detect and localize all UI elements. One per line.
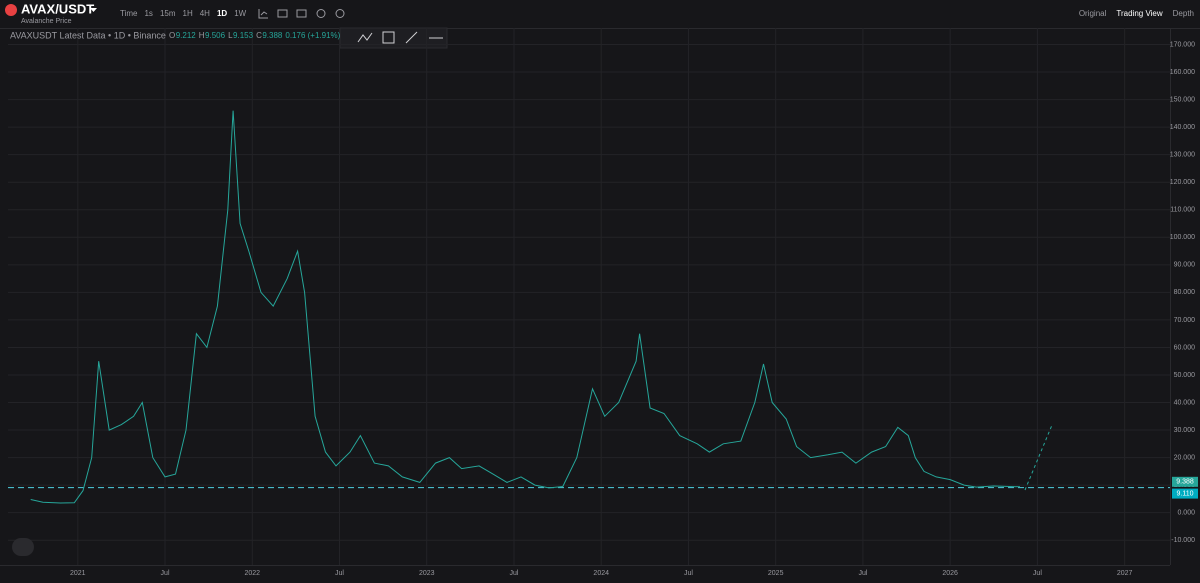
last-price-badge <box>1172 476 1198 487</box>
y-tick-label: 130.000 <box>1170 152 1195 159</box>
tv-logo[interactable] <box>12 538 34 556</box>
view-tab[interactable]: Original <box>1079 9 1107 18</box>
x-tick-label: Jul <box>858 570 867 577</box>
quote-value: 9.212 <box>176 31 197 40</box>
line-tool[interactable] <box>405 31 418 44</box>
y-tick-label: 30.000 <box>1174 427 1196 434</box>
x-tick-label: 2022 <box>244 570 260 577</box>
y-tick-label: 40.000 <box>1174 399 1196 406</box>
y-tick-label: 80.000 <box>1174 289 1196 296</box>
y-tick-label: 50.000 <box>1174 372 1196 379</box>
x-tick-label: 2024 <box>593 570 609 577</box>
y-tick-label: 140.000 <box>1170 124 1195 131</box>
symbol-dropdown[interactable] <box>90 8 97 12</box>
rect-tool[interactable] <box>382 31 395 44</box>
quote-value: 9.506 <box>205 31 226 40</box>
trend-tool[interactable] <box>357 32 373 43</box>
x-tick-label: 2021 <box>70 570 86 577</box>
quote-value: C <box>256 31 262 40</box>
y-tick-label: 90.000 <box>1174 262 1196 269</box>
x-tick-label: Jul <box>509 570 518 577</box>
quote-value: O <box>169 31 175 40</box>
y-tick-label: 110.000 <box>1170 207 1195 214</box>
x-tick-label: 2025 <box>768 570 784 577</box>
camera-icon[interactable] <box>277 9 288 18</box>
support-label: 9.110 <box>1177 490 1194 497</box>
subtitle: Avalanche Price <box>21 18 72 25</box>
y-tick-label: 150.000 <box>1170 96 1195 103</box>
view-tab[interactable]: Trading View <box>1116 9 1162 18</box>
add-icon[interactable] <box>335 9 345 18</box>
x-tick-label: Jul <box>684 570 693 577</box>
quote-value: 9.388 <box>262 31 283 40</box>
y-tick-label: 20.000 <box>1174 454 1196 461</box>
y-tick-label: 70.000 <box>1174 317 1196 324</box>
support-badge <box>1172 488 1198 499</box>
y-tick-label: -10.000 <box>1171 537 1195 544</box>
chart-title: AVAXUSDT Latest Data • 1D • Binance <box>10 30 166 40</box>
coin-icon <box>5 4 17 16</box>
interval-button[interactable]: 1H <box>183 9 193 18</box>
settings-icon[interactable] <box>316 9 326 18</box>
y-tick-label: 0.000 <box>1177 510 1195 517</box>
interval-button[interactable]: 1s <box>144 9 152 18</box>
y-tick-label: 120.000 <box>1170 179 1195 186</box>
last-price-label: 9.388 <box>1176 479 1194 486</box>
x-tick-label: Jul <box>335 570 344 577</box>
y-tick-label: 160.000 <box>1170 69 1195 76</box>
quote-value: H <box>199 31 205 40</box>
quote-value: 9.153 <box>233 31 254 40</box>
interval-button[interactable]: 1W <box>234 9 246 18</box>
x-tick-label: Jul <box>161 570 170 577</box>
view-tab[interactable]: Depth <box>1173 9 1194 18</box>
interval-button[interactable]: Time <box>120 9 138 18</box>
interval-button[interactable]: 4H <box>200 9 210 18</box>
x-tick-label: 2027 <box>1117 570 1133 577</box>
y-tick-label: 170.000 <box>1170 41 1195 48</box>
quote-value: 0.176 (+1.91%) <box>285 31 340 40</box>
interval-button[interactable]: 1D <box>217 9 227 18</box>
y-tick-label: 100.000 <box>1170 234 1195 241</box>
indicator-icon[interactable] <box>258 9 268 19</box>
drawing-tools <box>357 31 443 44</box>
layout-icon[interactable] <box>296 9 307 18</box>
x-tick-label: Jul <box>1033 570 1042 577</box>
toolbar-icons <box>258 9 345 19</box>
x-tick-label: 2023 <box>419 570 435 577</box>
symbol[interactable]: AVAX/USDT <box>21 1 94 16</box>
quote-value: L <box>228 31 233 40</box>
interval-button[interactable]: 15m <box>160 9 176 18</box>
x-tick-label: 2026 <box>942 570 958 577</box>
price-line <box>30 110 1021 504</box>
y-tick-label: 60.000 <box>1174 344 1196 351</box>
